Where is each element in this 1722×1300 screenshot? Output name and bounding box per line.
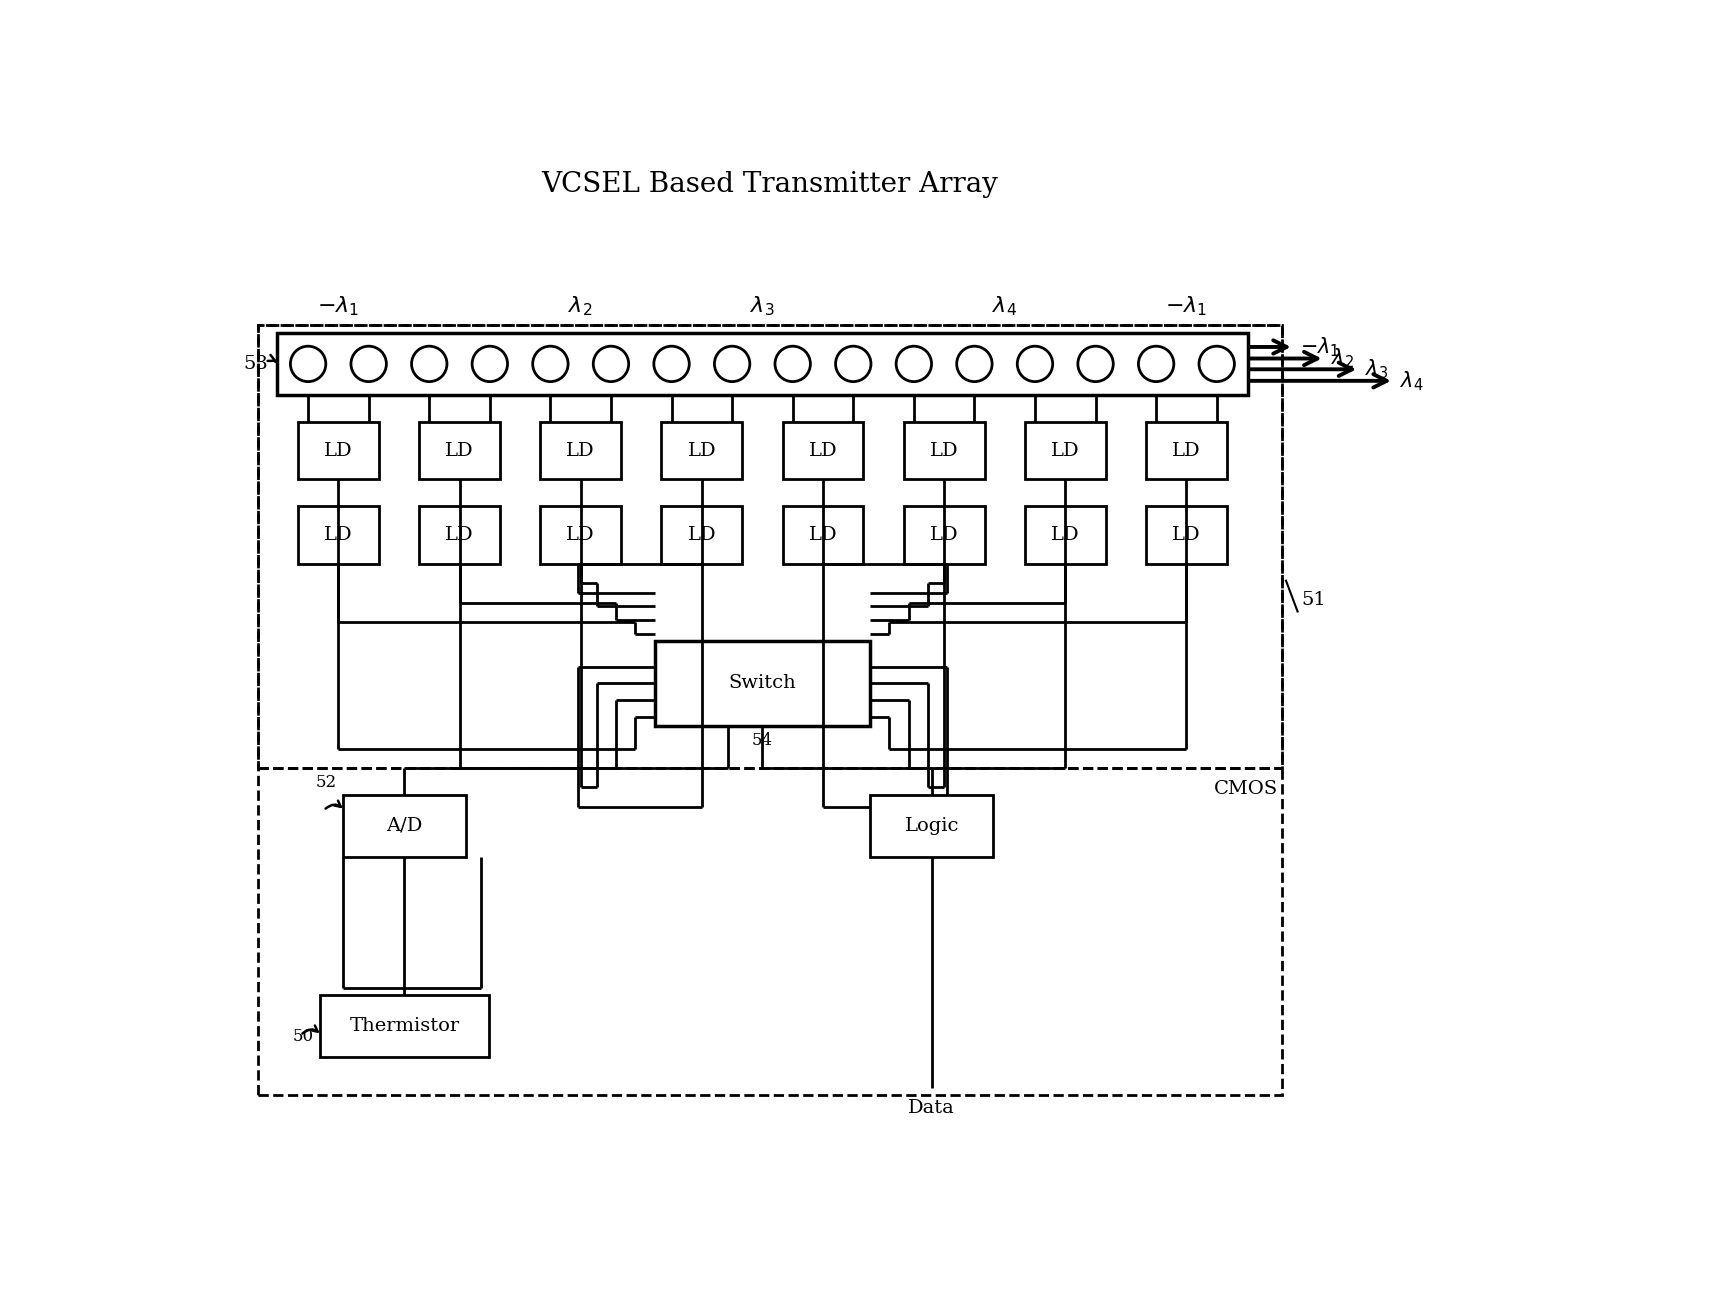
Text: 54: 54 [753, 732, 773, 749]
Text: $\lambda_3$: $\lambda_3$ [751, 294, 775, 317]
Circle shape [351, 346, 386, 382]
Bar [320, 996, 489, 1057]
Bar [298, 507, 379, 564]
Text: 52: 52 [315, 775, 336, 792]
Text: LD: LD [1050, 526, 1080, 545]
Text: $-\lambda_1$: $-\lambda_1$ [1166, 294, 1207, 317]
Circle shape [1199, 346, 1235, 382]
Bar [277, 333, 1247, 395]
Text: LD: LD [567, 526, 596, 545]
Text: LD: LD [446, 526, 474, 545]
Bar [661, 507, 742, 564]
Bar [258, 325, 1283, 1096]
Bar [904, 421, 985, 480]
Bar [1147, 421, 1226, 480]
Text: A/D: A/D [386, 816, 422, 835]
Text: $\lambda_2$: $\lambda_2$ [568, 294, 592, 317]
Text: $-\lambda_1$: $-\lambda_1$ [1300, 335, 1340, 359]
Bar [541, 507, 622, 564]
Circle shape [412, 346, 448, 382]
Text: 51: 51 [1302, 592, 1326, 608]
Bar [661, 421, 742, 480]
Text: LD: LD [687, 442, 716, 459]
Text: LD: LD [809, 442, 837, 459]
Circle shape [291, 346, 325, 382]
Text: LD: LD [324, 526, 353, 545]
Circle shape [895, 346, 932, 382]
Bar [541, 421, 622, 480]
Text: LD: LD [930, 526, 959, 545]
Bar [258, 325, 1283, 768]
Text: LD: LD [324, 442, 353, 459]
Text: Switch: Switch [728, 675, 796, 693]
Circle shape [472, 346, 508, 382]
Bar [1147, 507, 1226, 564]
Text: Thermistor: Thermistor [350, 1017, 460, 1035]
Text: LD: LD [687, 526, 716, 545]
Text: 53: 53 [243, 355, 269, 373]
Circle shape [1138, 346, 1174, 382]
Text: $\lambda_2$: $\lambda_2$ [1331, 347, 1353, 370]
Bar [1025, 507, 1106, 564]
Text: LD: LD [809, 526, 837, 545]
Text: Logic: Logic [904, 816, 959, 835]
Circle shape [1078, 346, 1112, 382]
Circle shape [594, 346, 629, 382]
Text: LD: LD [1050, 442, 1080, 459]
Circle shape [532, 346, 568, 382]
Text: Data: Data [909, 1100, 956, 1117]
Text: $\lambda_4$: $\lambda_4$ [1400, 369, 1424, 393]
Circle shape [654, 346, 689, 382]
Bar [1025, 421, 1106, 480]
Text: LD: LD [1173, 526, 1200, 545]
Bar [298, 421, 379, 480]
Bar [418, 507, 499, 564]
Text: VCSEL Based Transmitter Array: VCSEL Based Transmitter Array [542, 172, 999, 199]
Text: LD: LD [446, 442, 474, 459]
Bar [654, 641, 870, 725]
Circle shape [715, 346, 749, 382]
Text: LD: LD [930, 442, 959, 459]
Text: 50: 50 [293, 1028, 313, 1045]
Text: LD: LD [1173, 442, 1200, 459]
Circle shape [775, 346, 811, 382]
Circle shape [957, 346, 992, 382]
Text: CMOS: CMOS [1214, 780, 1278, 798]
Bar [870, 796, 994, 857]
Circle shape [835, 346, 871, 382]
Bar [782, 421, 863, 480]
Text: $\lambda_4$: $\lambda_4$ [992, 294, 1018, 317]
Text: $\lambda_3$: $\lambda_3$ [1366, 358, 1388, 381]
Bar [418, 421, 499, 480]
Text: $-\lambda_1$: $-\lambda_1$ [317, 294, 360, 317]
Circle shape [1018, 346, 1052, 382]
Bar [904, 507, 985, 564]
Bar [343, 796, 467, 857]
Text: LD: LD [567, 442, 596, 459]
Bar [782, 507, 863, 564]
